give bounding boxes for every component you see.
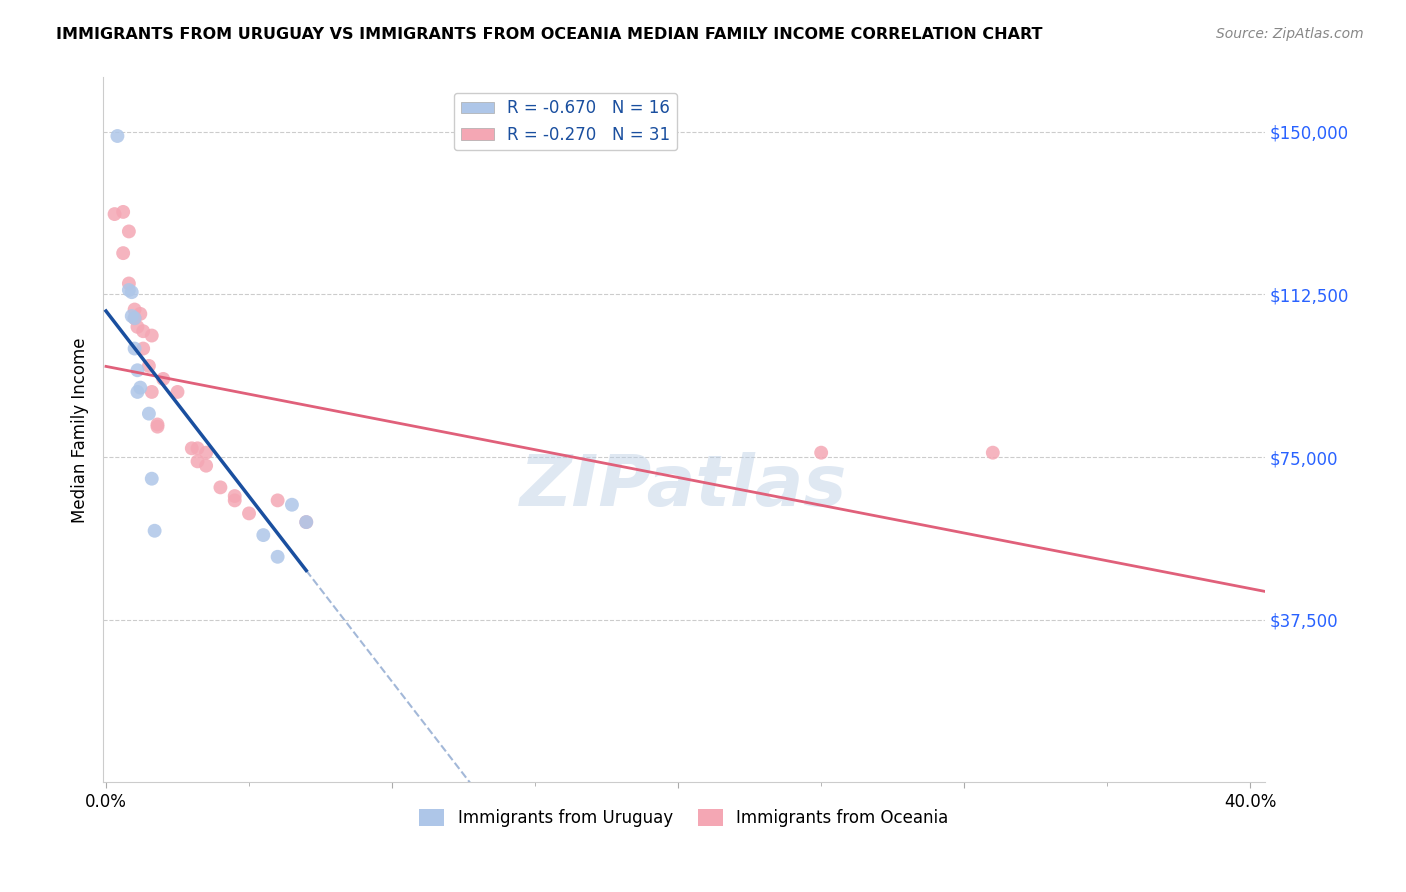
Text: IMMIGRANTS FROM URUGUAY VS IMMIGRANTS FROM OCEANIA MEDIAN FAMILY INCOME CORRELAT: IMMIGRANTS FROM URUGUAY VS IMMIGRANTS FR…	[56, 27, 1043, 42]
Point	[141, 328, 163, 343]
Text: ZIPatlas: ZIPatlas	[520, 451, 848, 521]
Point	[129, 307, 152, 321]
Point	[121, 309, 143, 323]
Point	[152, 372, 174, 386]
Point	[141, 384, 163, 399]
Point	[186, 442, 208, 456]
Point	[112, 205, 135, 219]
Text: Source: ZipAtlas.com: Source: ZipAtlas.com	[1216, 27, 1364, 41]
Point	[146, 419, 169, 434]
Point	[118, 224, 141, 238]
Point	[195, 445, 218, 459]
Point	[281, 498, 304, 512]
Point	[166, 384, 188, 399]
Point	[266, 493, 288, 508]
Point	[124, 342, 146, 356]
Point	[810, 445, 832, 459]
Point	[121, 285, 143, 300]
Point	[138, 407, 160, 421]
Point	[143, 524, 166, 538]
Point	[127, 384, 149, 399]
Point	[252, 528, 274, 542]
Point	[195, 458, 218, 473]
Point	[295, 515, 318, 529]
Point	[209, 480, 232, 494]
Point	[118, 283, 141, 297]
Point	[238, 507, 260, 521]
Point	[186, 454, 208, 468]
Point	[129, 381, 152, 395]
Point	[132, 324, 155, 338]
Legend: Immigrants from Uruguay, Immigrants from Oceania: Immigrants from Uruguay, Immigrants from…	[413, 803, 955, 834]
Point	[981, 445, 1004, 459]
Point	[103, 207, 125, 221]
Point	[118, 277, 141, 291]
Point	[132, 342, 155, 356]
Point	[180, 442, 202, 456]
Point	[266, 549, 288, 564]
Point	[146, 417, 169, 432]
Point	[112, 246, 135, 260]
Point	[224, 493, 246, 508]
Point	[124, 311, 146, 326]
Point	[127, 319, 149, 334]
Point	[127, 363, 149, 377]
Point	[124, 302, 146, 317]
Point	[107, 128, 129, 143]
Point	[295, 515, 318, 529]
Point	[124, 311, 146, 326]
Y-axis label: Median Family Income: Median Family Income	[72, 337, 89, 523]
Point	[138, 359, 160, 373]
Point	[141, 472, 163, 486]
Point	[224, 489, 246, 503]
